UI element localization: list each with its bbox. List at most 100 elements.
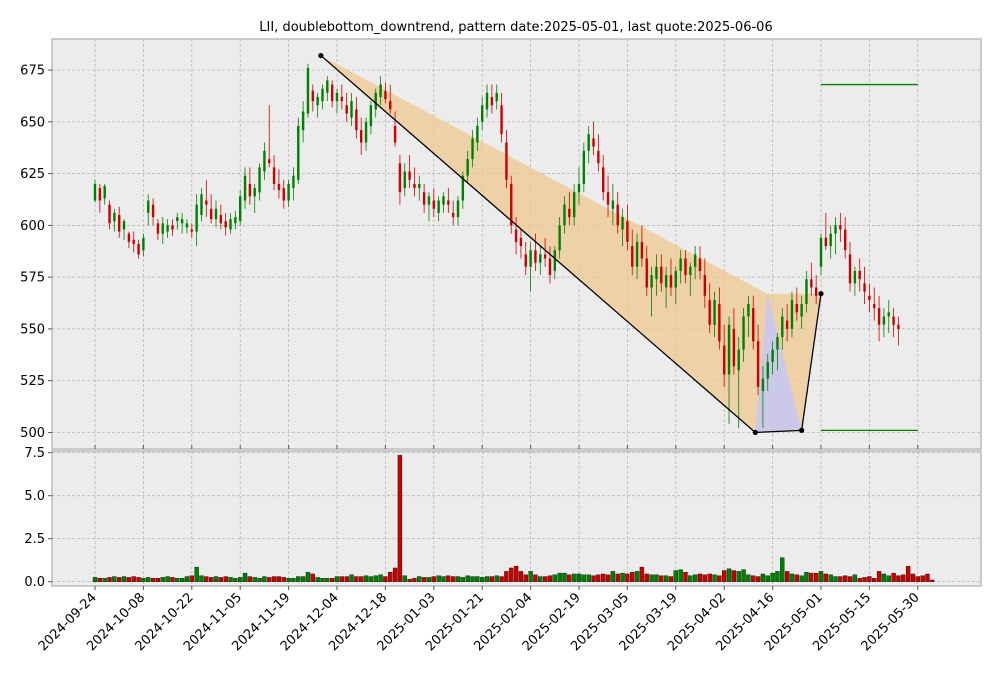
- volume-bar: [712, 574, 717, 582]
- volume-bar: [523, 574, 528, 582]
- volume-bar: [417, 576, 422, 582]
- candle-body: [742, 316, 745, 350]
- pattern-vertex: [818, 291, 824, 297]
- candle-body: [360, 130, 363, 143]
- volume-bar: [673, 570, 678, 582]
- pattern-line: [320, 55, 822, 434]
- candle-body: [785, 320, 789, 329]
- candle-body: [200, 194, 203, 216]
- candle-body: [185, 223, 189, 228]
- candle-body: [873, 304, 876, 309]
- volume-bar: [528, 571, 533, 582]
- candle-body: [326, 80, 329, 93]
- volume-bar: [799, 575, 804, 582]
- volume-bar: [421, 577, 427, 582]
- volume-bar: [112, 576, 117, 582]
- volume-bar: [581, 574, 587, 582]
- candle-body: [437, 200, 440, 213]
- volume-bar: [784, 571, 790, 582]
- volume-bar: [218, 577, 224, 582]
- candle-body: [132, 239, 135, 244]
- volume-bar: [402, 575, 407, 582]
- candle-body: [384, 90, 387, 100]
- candle-body: [219, 215, 223, 224]
- candle-body: [505, 142, 508, 180]
- volume-bar: [238, 577, 243, 582]
- candle-body: [345, 105, 348, 114]
- volume-bar: [770, 572, 775, 582]
- volume-bar: [354, 576, 359, 582]
- candle-body: [122, 221, 126, 230]
- volume-bar: [455, 576, 461, 582]
- candle-body: [118, 215, 121, 232]
- price-y-tick-label: 525: [20, 374, 45, 389]
- candle-body: [737, 349, 740, 371]
- candle-body: [805, 279, 808, 305]
- volume-bar: [126, 577, 132, 582]
- candle-body: [844, 229, 847, 251]
- candle-body: [882, 316, 886, 325]
- volume-bar: [731, 570, 737, 582]
- candle-body: [456, 200, 460, 218]
- volume-bar: [513, 566, 519, 582]
- volume-bar: [155, 578, 161, 582]
- candle-body: [510, 183, 513, 226]
- volume-bar: [533, 574, 538, 582]
- candle-body: [597, 150, 600, 164]
- candle-body: [476, 125, 479, 143]
- volume-bar: [363, 575, 369, 582]
- volume-bar: [175, 578, 180, 582]
- candle-body: [403, 171, 406, 189]
- volume-bar: [305, 572, 311, 582]
- candle-body: [892, 316, 895, 325]
- candle-body: [248, 183, 252, 197]
- volume-bar: [480, 577, 485, 582]
- candle-body: [93, 183, 97, 201]
- candle-body: [374, 92, 377, 110]
- volume-bar: [504, 571, 509, 582]
- volume-bar: [465, 575, 470, 582]
- volume-y-tick-label: 5.0: [24, 489, 45, 504]
- volume-bar: [102, 578, 107, 582]
- candle-body: [640, 241, 644, 259]
- candle-body: [292, 175, 295, 189]
- candle-body: [355, 109, 358, 131]
- volume-bar: [538, 576, 543, 582]
- candle-body: [195, 204, 198, 232]
- candle-body: [205, 200, 208, 205]
- volume-bar: [368, 576, 374, 582]
- volume-bar: [189, 575, 194, 582]
- candle-body: [113, 212, 116, 222]
- volume-y-tick-label: 0.0: [24, 575, 45, 590]
- candle-body: [287, 183, 290, 201]
- volume-bar: [586, 574, 591, 582]
- volume-bar: [571, 573, 577, 582]
- volume-bar: [392, 567, 398, 582]
- candle-body: [258, 167, 261, 193]
- candle-body: [655, 266, 658, 280]
- volume-bar: [746, 574, 751, 582]
- candle-body: [171, 225, 174, 230]
- volume-bar: [97, 578, 103, 582]
- candle-body: [103, 186, 106, 199]
- volume-bar: [475, 576, 480, 582]
- volume-bar: [804, 572, 809, 582]
- price-y-tick-label: 550: [20, 322, 45, 337]
- candle-body: [451, 212, 455, 218]
- candle-body: [848, 254, 852, 284]
- volume-bar: [131, 576, 136, 582]
- candle-body: [887, 312, 890, 317]
- volume-bar: [847, 576, 853, 582]
- volume-bar: [117, 577, 122, 582]
- volume-bar: [620, 572, 625, 582]
- volume-bar: [412, 578, 417, 582]
- candle-body: [239, 196, 242, 222]
- candle-body: [297, 125, 300, 180]
- candle-body: [563, 204, 566, 226]
- volume-bar: [896, 575, 901, 582]
- candle-body: [868, 295, 871, 300]
- candle-body: [800, 304, 803, 317]
- candle-body: [693, 254, 697, 267]
- volume-plot-area: [51, 450, 982, 587]
